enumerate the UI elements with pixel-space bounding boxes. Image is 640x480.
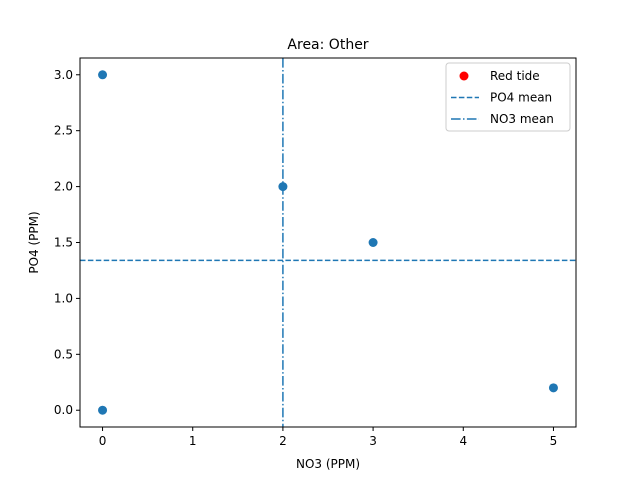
- legend-label: Red tide: [490, 69, 540, 83]
- legend-label: NO3 mean: [490, 112, 554, 126]
- y-axis-title: PO4 (PPM): [27, 211, 41, 273]
- y-tick-label: 0.5: [54, 347, 73, 361]
- legend-box: [445, 62, 571, 132]
- data-point: [98, 70, 108, 80]
- legend: Red tide PO4 mean NO3 mean: [445, 62, 571, 132]
- chart-title: Area: Other: [287, 37, 368, 53]
- y-tick-label: 0.0: [54, 403, 73, 417]
- x-tick-label: 1: [189, 434, 197, 448]
- legend-marker-red-tide: [459, 71, 469, 81]
- plot-area: [80, 58, 576, 427]
- y-axis: 0.0 0.5 1.0 1.5 2.0 2.5 3.0: [54, 68, 80, 417]
- data-point: [548, 383, 558, 393]
- y-tick-label: 1.0: [54, 291, 73, 305]
- x-axis-title: NO3 (PPM): [296, 457, 360, 471]
- y-tick-label: 2.5: [54, 124, 73, 138]
- data-point: [278, 182, 288, 192]
- x-tick-label: 5: [550, 434, 558, 448]
- x-tick-label: 4: [459, 434, 467, 448]
- x-tick-label: 3: [369, 434, 377, 448]
- x-axis: 0 1 2 3 4 5: [99, 427, 558, 448]
- x-tick-label: 0: [99, 434, 107, 448]
- data-point: [98, 405, 108, 415]
- y-tick-label: 2.0: [54, 180, 73, 194]
- x-tick-label: 2: [279, 434, 287, 448]
- legend-label: PO4 mean: [490, 91, 552, 105]
- y-tick-label: 3.0: [54, 68, 73, 82]
- y-tick-label: 1.5: [54, 236, 73, 250]
- data-point: [368, 238, 378, 247]
